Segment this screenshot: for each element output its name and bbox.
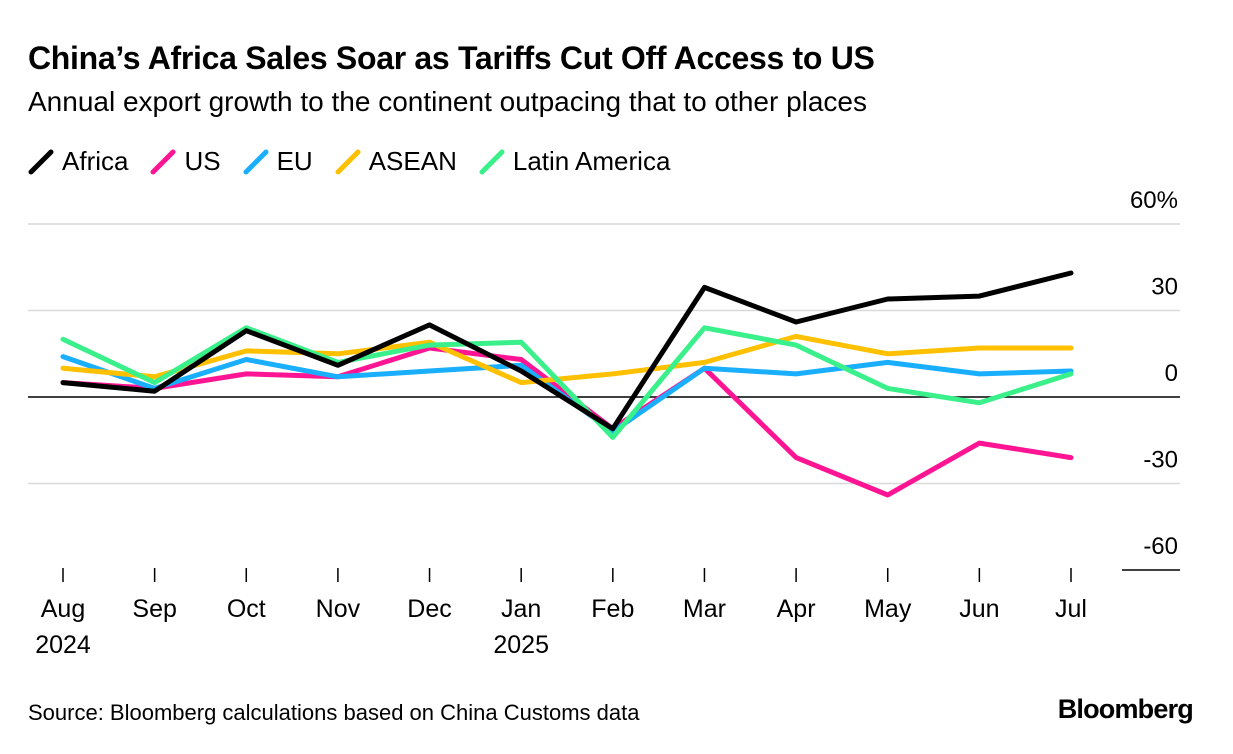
legend-swatch-icon <box>335 149 361 174</box>
series-line-asean <box>60 333 1074 386</box>
y-tick-label: -60 <box>1143 533 1178 560</box>
legend-label: ASEAN <box>368 146 457 176</box>
x-tick-label: May <box>864 595 912 623</box>
legend-item-eu: EU <box>243 146 313 177</box>
chart-subtitle: Annual export growth to the continent ou… <box>28 86 868 117</box>
series-line-latin-america <box>60 325 1074 440</box>
source-note: Source: Bloomberg calculations based on … <box>28 700 640 725</box>
x-tick-label: Jul <box>1055 595 1087 623</box>
x-tick-label: Oct <box>227 595 266 623</box>
legend-item-asean: ASEAN <box>335 146 457 177</box>
y-tick-label: -30 <box>1143 447 1178 474</box>
legend-label: Africa <box>62 146 129 176</box>
series-line-us <box>60 345 1074 498</box>
x-tick-label: Feb <box>591 595 634 623</box>
legend-label: Latin America <box>512 146 671 176</box>
y-tick-label: 60% <box>1130 187 1178 214</box>
y-tick-label: 30 <box>1151 274 1178 301</box>
x-tick-label: Dec <box>407 595 451 623</box>
x-tick-label: Jun <box>959 595 999 623</box>
x-tick-label: Apr <box>777 595 816 623</box>
x-tick-year-label: 2025 <box>493 631 549 659</box>
legend-swatch-icon <box>479 149 505 174</box>
legend-item-africa: Africa <box>28 146 128 177</box>
x-tick-year-label: 2024 <box>35 631 91 659</box>
x-tick-label: Sep <box>132 595 176 623</box>
legend-swatch-icon <box>150 149 176 174</box>
legend-item-latin-america: Latin America <box>479 146 671 177</box>
x-tick-label: Nov <box>316 595 361 623</box>
x-tick-label: Jan <box>501 595 541 623</box>
legend: Africa US EU ASEAN Latin America <box>28 146 692 177</box>
legend-label: EU <box>276 146 313 176</box>
bloomberg-logo: Bloomberg <box>1057 694 1194 724</box>
series-line-africa <box>60 270 1074 432</box>
x-tick-label: Mar <box>683 595 726 623</box>
legend-label: US <box>184 146 221 176</box>
legend-swatch-icon <box>28 149 54 174</box>
chart-title: China’s Africa Sales Soar as Tariffs Cut… <box>28 40 875 76</box>
legend-item-us: US <box>150 146 221 177</box>
y-tick-label: 0 <box>1165 360 1178 387</box>
x-tick-label: Aug <box>41 595 85 623</box>
legend-swatch-icon <box>243 149 269 174</box>
